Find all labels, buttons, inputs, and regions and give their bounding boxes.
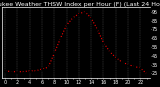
Title: Milwaukee Weather THSW Index per Hour (F) (Last 24 Hours): Milwaukee Weather THSW Index per Hour (F… [0, 2, 160, 7]
